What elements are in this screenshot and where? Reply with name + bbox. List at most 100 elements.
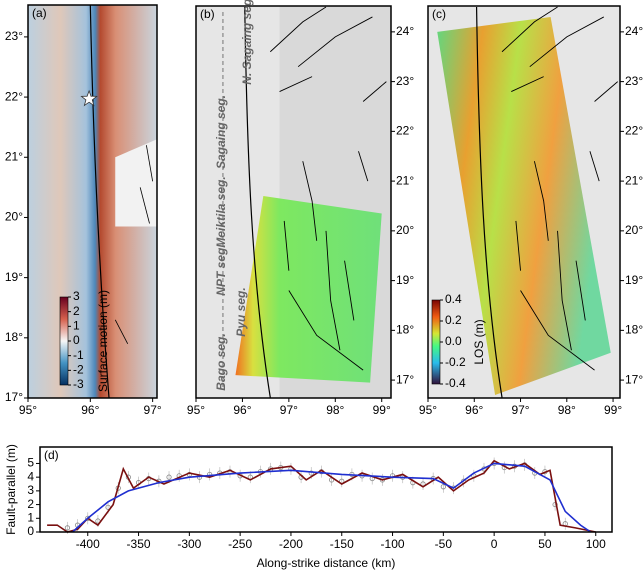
x-tick-label: 98°	[326, 403, 344, 417]
data-line	[71, 462, 592, 533]
y-tick-label: 22°	[5, 89, 23, 103]
map-panel	[196, 6, 391, 398]
data-line	[47, 459, 596, 533]
fault	[362, 81, 387, 102]
epicenter-star	[80, 89, 98, 107]
x-tick-label: 98°	[558, 403, 576, 417]
colorbar	[431, 299, 441, 385]
x-tick-label: 95°	[187, 403, 205, 417]
panel-label: (b)	[200, 7, 215, 21]
x-tick-label: 95°	[19, 403, 37, 417]
y-tick-label: 24°	[625, 24, 643, 38]
fault	[529, 16, 605, 68]
y-tick-label: 18°	[5, 330, 23, 344]
y-tick-label: 18°	[625, 323, 643, 337]
panel-label: (a)	[32, 6, 47, 20]
no-data	[115, 139, 157, 227]
los-field	[235, 196, 382, 383]
y-tick-label: 17°	[625, 372, 643, 386]
panel-frame	[427, 5, 621, 399]
colorbar-tick-label: 1	[73, 319, 80, 333]
fault	[325, 230, 341, 351]
x-tick-label: 96°	[81, 403, 99, 417]
map-panel	[428, 6, 620, 398]
colorbar-tick-label: 2	[73, 304, 80, 318]
data-point	[64, 525, 71, 531]
fault	[146, 145, 154, 182]
colorbar-tick-label: -1	[73, 348, 84, 362]
fault	[594, 81, 618, 102]
x-tick-label: 0	[491, 537, 498, 551]
fault-trace	[244, 6, 271, 398]
y-tick-label: 1	[27, 510, 34, 524]
fault	[283, 220, 290, 271]
y-tick-label: 2	[27, 497, 34, 511]
data-point	[308, 470, 314, 476]
colorbar-label: Surface motion (m)	[96, 290, 110, 392]
y-tick-label: 5	[27, 456, 34, 470]
y-tick-label: 20°	[396, 223, 414, 237]
colorbar-tick-label: -3	[73, 377, 84, 391]
map-panel	[28, 4, 157, 399]
y-tick-label: 21°	[5, 149, 23, 163]
fault	[297, 16, 373, 68]
los-field	[437, 16, 611, 396]
x-tick-label: -400	[76, 537, 100, 551]
panel-frame	[195, 5, 392, 399]
segment-label: N. Sagaing seg.	[240, 0, 254, 85]
y-tick-label: 17°	[5, 390, 23, 404]
colorbar-tick-label: -0.2	[445, 355, 466, 369]
y-tick-label: 22°	[625, 124, 643, 138]
segment-label: Sagaing seg.	[214, 95, 228, 169]
y-axis-label: Fault-parallel (m)	[4, 444, 18, 535]
y-tick-label: 3	[27, 483, 34, 497]
panel-label: (d)	[44, 448, 59, 462]
fault	[589, 151, 600, 182]
y-tick-label: 24°	[396, 24, 414, 38]
y-tick-label: 20°	[5, 210, 23, 224]
x-tick-label: -150	[330, 537, 354, 551]
y-tick-label: 4	[27, 469, 34, 483]
x-tick-label: 100	[586, 537, 606, 551]
x-tick-label: 97°	[144, 403, 162, 417]
panel-frame	[27, 4, 158, 399]
fault-trace	[475, 6, 503, 398]
fault	[501, 6, 558, 53]
fault	[114, 319, 129, 345]
fault	[139, 187, 150, 224]
segment-label: Bago seg.	[214, 333, 228, 390]
segment-label: Pyu seg.	[234, 287, 248, 336]
x-tick-label: 96°	[465, 403, 483, 417]
colorbar	[59, 296, 69, 386]
x-tick-label: -350	[127, 537, 151, 551]
y-tick-label: 22°	[396, 124, 414, 138]
y-tick-label: 23°	[5, 29, 23, 43]
x-axis-label: Along-strike distance (km)	[257, 556, 396, 570]
x-tick-label: -300	[177, 537, 201, 551]
data-point	[552, 501, 558, 508]
fault	[533, 161, 549, 241]
data-point	[440, 484, 446, 490]
y-tick-label: 18°	[396, 323, 414, 337]
colorbar-tick-label: 0.2	[445, 313, 462, 327]
y-tick-label: 19°	[396, 273, 414, 287]
data-point	[166, 474, 172, 480]
fault	[358, 151, 369, 182]
panel-frame	[39, 446, 613, 533]
x-tick-label: -50	[435, 537, 453, 551]
x-tick-label: 95°	[419, 403, 437, 417]
colorbar-tick-label: 3	[73, 289, 80, 303]
fault	[302, 161, 318, 241]
y-tick-label: 23°	[396, 74, 414, 88]
segment-label: NPT seg.	[214, 244, 228, 295]
y-tick-label: 19°	[625, 273, 643, 287]
fault	[575, 260, 586, 321]
fault	[520, 290, 595, 371]
y-tick-label: 23°	[625, 74, 643, 88]
fault	[344, 260, 355, 321]
x-tick-label: 99°	[373, 403, 391, 417]
x-tick-label: 99°	[604, 403, 622, 417]
colorbar-tick-label: 0.4	[445, 292, 462, 306]
colorbar-tick-label: -2	[73, 363, 84, 377]
